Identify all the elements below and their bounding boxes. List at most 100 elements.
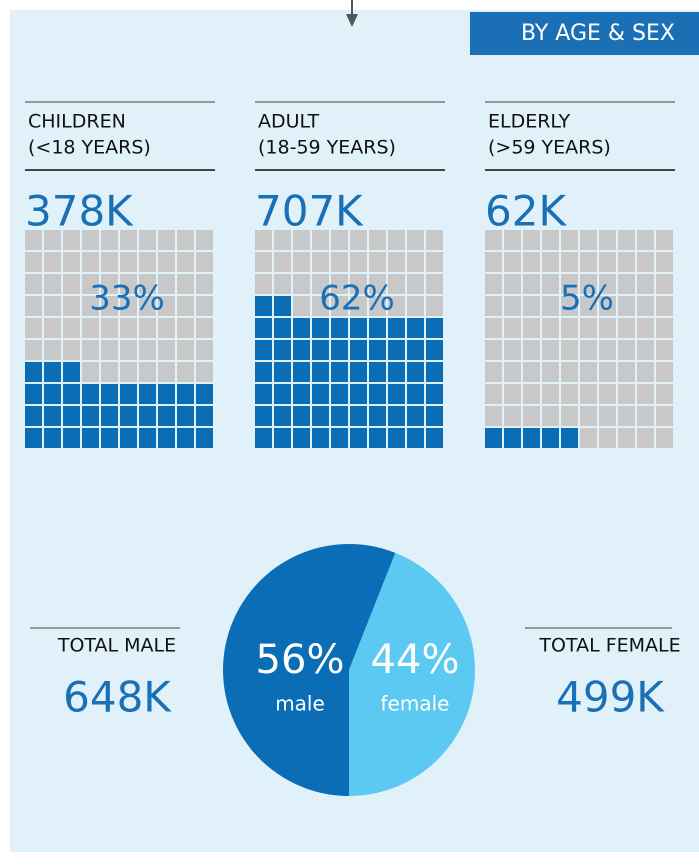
filled-cell <box>407 384 424 404</box>
filled-cell <box>350 318 367 338</box>
group-subtitle: (18-59 YEARS) <box>258 137 396 159</box>
empty-cell <box>637 252 654 272</box>
empty-cell <box>504 406 521 426</box>
empty-cell <box>177 362 194 382</box>
filled-cell <box>255 296 272 316</box>
empty-cell <box>580 406 597 426</box>
empty-cell <box>542 296 559 316</box>
filled-cell <box>312 362 329 382</box>
empty-cell <box>312 230 329 250</box>
filled-cell <box>407 362 424 382</box>
empty-cell <box>561 274 578 294</box>
filled-cell <box>25 384 42 404</box>
filled-cell <box>369 406 386 426</box>
empty-cell <box>350 274 367 294</box>
filled-cell <box>139 406 156 426</box>
empty-cell <box>580 252 597 272</box>
empty-cell <box>580 274 597 294</box>
percent-label: 5% <box>560 279 614 319</box>
filled-cell <box>274 384 291 404</box>
empty-cell <box>158 296 175 316</box>
filled-cell <box>312 428 329 448</box>
empty-cell <box>426 252 443 272</box>
filled-cell <box>426 406 443 426</box>
filled-cell <box>388 340 405 360</box>
empty-cell <box>523 340 540 360</box>
empty-cell <box>63 340 80 360</box>
filled-cell <box>293 384 310 404</box>
empty-cell <box>177 252 194 272</box>
empty-cell <box>25 274 42 294</box>
empty-cell <box>312 296 329 316</box>
filled-cell <box>293 340 310 360</box>
empty-cell <box>196 340 213 360</box>
empty-cell <box>656 318 673 338</box>
filled-cell <box>196 406 213 426</box>
empty-cell <box>139 230 156 250</box>
empty-cell <box>637 406 654 426</box>
filled-cell <box>331 318 348 338</box>
empty-cell <box>637 362 654 382</box>
filled-cell <box>82 428 99 448</box>
empty-cell <box>523 252 540 272</box>
empty-cell <box>388 296 405 316</box>
empty-cell <box>580 318 597 338</box>
empty-cell <box>485 252 502 272</box>
filled-cell <box>350 406 367 426</box>
empty-cell <box>523 406 540 426</box>
empty-cell <box>63 230 80 250</box>
empty-cell <box>426 274 443 294</box>
filled-cell <box>177 406 194 426</box>
filled-cell <box>120 428 137 448</box>
filled-cell <box>369 340 386 360</box>
filled-cell <box>82 406 99 426</box>
filled-cell <box>350 428 367 448</box>
filled-cell <box>293 428 310 448</box>
empty-cell <box>44 296 61 316</box>
empty-cell <box>542 230 559 250</box>
empty-cell <box>407 296 424 316</box>
filled-cell <box>388 406 405 426</box>
filled-cell <box>523 428 540 448</box>
empty-cell <box>637 384 654 404</box>
empty-cell <box>426 230 443 250</box>
empty-cell <box>196 362 213 382</box>
empty-cell <box>255 230 272 250</box>
empty-cell <box>388 274 405 294</box>
filled-cell <box>177 384 194 404</box>
empty-cell <box>542 252 559 272</box>
total-value: 648K <box>63 673 172 722</box>
filled-cell <box>369 384 386 404</box>
filled-cell <box>63 406 80 426</box>
empty-cell <box>561 406 578 426</box>
pie-slice <box>349 552 476 796</box>
filled-cell <box>388 428 405 448</box>
empty-cell <box>485 384 502 404</box>
empty-cell <box>63 318 80 338</box>
empty-cell <box>25 252 42 272</box>
empty-cell <box>350 230 367 250</box>
filled-cell <box>255 384 272 404</box>
filled-cell <box>274 296 291 316</box>
empty-cell <box>44 318 61 338</box>
empty-cell <box>312 274 329 294</box>
pie-slice <box>223 544 396 796</box>
empty-cell <box>44 252 61 272</box>
empty-cell <box>599 230 616 250</box>
empty-cell <box>561 362 578 382</box>
empty-cell <box>504 230 521 250</box>
filled-cell <box>44 384 61 404</box>
empty-cell <box>82 362 99 382</box>
empty-cell <box>580 428 597 448</box>
empty-cell <box>139 274 156 294</box>
empty-cell <box>561 296 578 316</box>
empty-cell <box>599 340 616 360</box>
empty-cell <box>580 384 597 404</box>
empty-cell <box>618 428 635 448</box>
empty-cell <box>656 252 673 272</box>
empty-cell <box>580 340 597 360</box>
filled-cell <box>561 428 578 448</box>
slice-name: male <box>275 692 325 716</box>
